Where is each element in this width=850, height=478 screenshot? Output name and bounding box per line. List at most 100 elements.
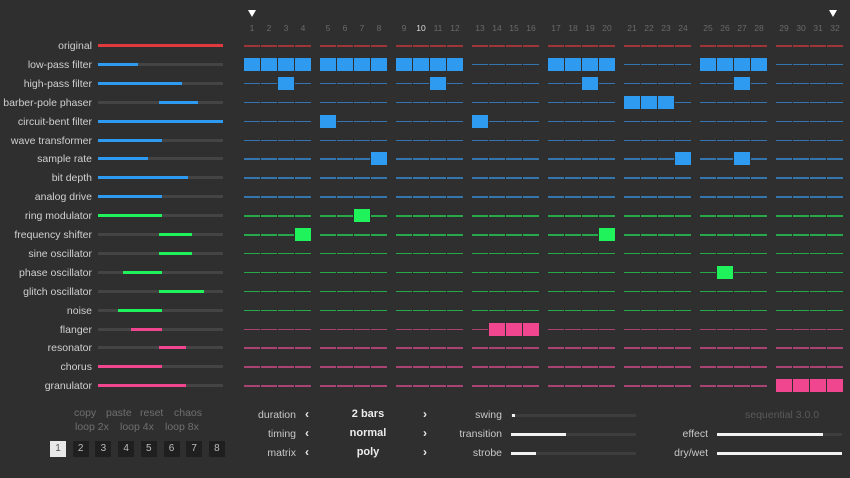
step-cell[interactable] [700,366,716,368]
step-cell[interactable] [751,385,767,387]
step-cell[interactable] [320,252,336,255]
step-cell[interactable] [734,101,750,104]
step-cell[interactable] [523,139,539,141]
step-cell[interactable] [244,158,260,160]
step-cell[interactable] [734,139,750,141]
step-cell[interactable] [523,309,539,312]
step-cell[interactable] [793,82,809,85]
effect-range-slider[interactable] [98,289,223,293]
effect-range-fill[interactable] [98,214,162,218]
step-cell[interactable] [641,215,657,217]
step-cell[interactable] [641,290,657,293]
step-cell[interactable] [244,196,260,198]
step-cell-active[interactable] [337,57,353,71]
step-cell[interactable] [354,290,370,293]
step-cell[interactable] [582,347,598,349]
step-cell[interactable] [278,139,294,141]
step-cell[interactable] [793,45,809,47]
step-cell[interactable] [523,158,539,160]
step-cell[interactable] [430,366,446,368]
step-cell[interactable] [624,309,640,312]
strobe-slider[interactable] [511,452,636,455]
step-cell[interactable] [599,347,615,349]
step-cell[interactable] [700,45,716,47]
step-cell[interactable] [582,385,598,387]
pattern-button[interactable]: 1 [50,441,66,457]
step-cell[interactable] [548,139,564,141]
effect-range-fill[interactable] [98,176,188,180]
step-cell[interactable] [523,252,539,255]
step-cell[interactable] [430,120,446,123]
step-cell[interactable] [413,234,429,236]
step-cell[interactable] [810,196,826,198]
duration-prev-icon[interactable]: ‹ [305,407,309,421]
step-cell[interactable] [430,252,446,255]
paste-button[interactable]: paste [106,407,132,419]
step-cell-active[interactable] [582,76,598,90]
step-cell[interactable] [751,139,767,141]
step-cell[interactable] [506,234,522,236]
swing-slider[interactable] [511,414,636,417]
step-cell[interactable] [793,120,809,123]
step-cell[interactable] [776,177,792,179]
step-cell[interactable] [430,234,446,236]
step-cell[interactable] [447,385,463,387]
step-cell[interactable] [624,347,640,349]
step-cell-active[interactable] [548,57,564,71]
step-cell[interactable] [675,290,691,293]
step-cell[interactable] [599,45,615,47]
step-cell[interactable] [675,347,691,349]
effect-range-slider[interactable] [98,44,223,47]
step-cell[interactable] [354,177,370,179]
step-cell[interactable] [472,309,488,312]
step-cell[interactable] [827,82,843,85]
effect-range-fill[interactable] [159,100,198,104]
step-cell[interactable] [582,215,598,217]
step-cell-active[interactable] [641,95,657,109]
step-cell[interactable] [278,196,294,198]
effect-range-slider[interactable] [98,233,223,236]
effect-range-fill[interactable] [98,195,162,199]
pattern-button[interactable]: 5 [140,441,157,457]
effect-range-slider[interactable] [98,346,223,350]
step-cell[interactable] [244,347,260,349]
step-cell[interactable] [523,120,539,123]
step-cell[interactable] [371,101,387,104]
effect-range-fill[interactable] [98,119,223,123]
step-cell[interactable] [354,347,370,349]
step-cell[interactable] [295,252,311,255]
step-cell[interactable] [244,290,260,293]
step-cell[interactable] [244,328,260,330]
step-cell[interactable] [506,177,522,179]
step-cell[interactable] [472,252,488,255]
step-cell[interactable] [278,177,294,179]
effect-range-slider[interactable] [98,62,223,66]
step-cell[interactable] [413,45,429,47]
step-cell[interactable] [295,158,311,160]
step-cell[interactable] [624,139,640,141]
step-cell[interactable] [810,45,826,47]
step-cell[interactable] [658,177,674,179]
step-cell[interactable] [675,234,691,236]
step-cell[interactable] [548,234,564,236]
step-cell[interactable] [700,309,716,312]
step-cell[interactable] [675,366,691,368]
step-cell[interactable] [793,215,809,217]
step-cell[interactable] [582,271,598,274]
step-cell[interactable] [582,177,598,179]
step-cell[interactable] [675,271,691,274]
step-cell[interactable] [599,139,615,141]
step-cell[interactable] [447,215,463,217]
step-cell[interactable] [430,196,446,198]
step-cell[interactable] [447,45,463,47]
step-cell[interactable] [523,271,539,274]
step-cell[interactable] [641,45,657,47]
drywet-slider-fill[interactable] [717,452,842,455]
step-cell[interactable] [641,366,657,368]
step-cell[interactable] [295,196,311,198]
step-cell[interactable] [793,290,809,293]
step-cell[interactable] [776,328,792,330]
step-cell-active[interactable] [320,57,336,71]
step-cell[interactable] [295,139,311,141]
step-cell[interactable] [700,139,716,141]
